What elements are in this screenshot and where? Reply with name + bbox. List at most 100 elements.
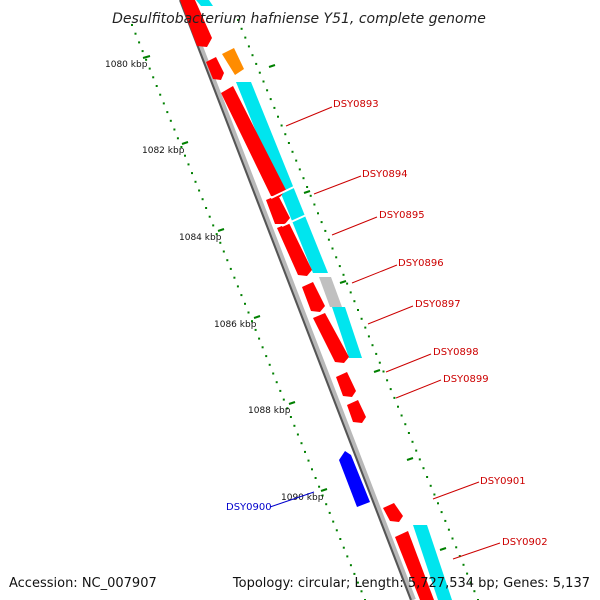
scale-dot — [247, 45, 250, 48]
gene-label[interactable]: DSY0896 — [398, 258, 444, 269]
gene-arrow[interactable] — [277, 223, 312, 276]
scale-dot — [134, 32, 137, 35]
gene-arrow[interactable] — [395, 531, 434, 600]
scale-dot — [302, 177, 305, 180]
scale-dot — [293, 424, 296, 427]
label-leader — [285, 106, 333, 127]
scale-dot — [342, 546, 345, 549]
scale-dot — [148, 67, 151, 70]
scale-dot — [296, 433, 299, 436]
cds-block[interactable] — [236, 82, 328, 273]
scale-dot — [349, 291, 352, 294]
label-leader — [351, 264, 398, 284]
scale-dot — [342, 273, 345, 276]
scale-dot — [364, 326, 367, 329]
cds-block[interactable] — [413, 525, 452, 600]
kbp-tick — [217, 228, 225, 232]
gene-label[interactable]: DSY0902 — [502, 537, 548, 548]
scale-dot — [244, 302, 246, 305]
scale-dot — [258, 337, 261, 340]
scale-dot — [426, 476, 429, 478]
track-gaps — [270, 183, 314, 227]
kbp-tick — [288, 401, 296, 405]
scale-dot — [275, 381, 278, 384]
scale-dot — [212, 224, 215, 227]
gene-label[interactable]: DSY0900 — [226, 502, 272, 513]
scale-dot — [237, 19, 239, 21]
scale-dot — [433, 493, 436, 496]
gene-label[interactable]: DSY0901 — [480, 476, 526, 487]
scale-dot — [389, 388, 392, 391]
label-leader — [395, 379, 442, 399]
gene-label[interactable]: DSY0895 — [379, 210, 425, 221]
scale-dot — [284, 133, 287, 136]
scale-dot — [236, 285, 239, 288]
kbp-scale: 1080 kbp 1082 kbp 1084 kbp 1086 kbp 1088… — [105, 55, 328, 503]
kbp-tick — [181, 141, 189, 145]
cds-block[interactable] — [319, 277, 342, 307]
scale-dot — [219, 241, 222, 244]
scale-dot — [289, 416, 292, 418]
scale-dot — [356, 581, 359, 584]
scale-dot — [173, 128, 176, 131]
gene-label[interactable]: DSY0897 — [415, 299, 461, 310]
label-leader — [452, 542, 501, 560]
gene-arrow[interactable] — [336, 372, 356, 397]
scale-dot — [180, 146, 183, 148]
scale-dot — [277, 115, 279, 118]
gene-label[interactable]: DSY0894 — [362, 169, 408, 180]
gene-arrow[interactable] — [206, 57, 224, 80]
gene-arrow[interactable] — [383, 503, 403, 522]
scale-dot — [360, 317, 363, 320]
scale-dot — [469, 581, 472, 584]
gene-arrow[interactable] — [313, 313, 349, 363]
gene-label[interactable]: DSY0899 — [443, 374, 489, 385]
scale-dot — [215, 233, 218, 236]
gene-arrow[interactable] — [221, 86, 286, 197]
scale-dot — [418, 458, 421, 461]
label-leader — [313, 175, 362, 195]
gene-arrow[interactable] — [347, 400, 366, 423]
gene-label[interactable]: DSY0898 — [433, 347, 479, 358]
scale-dots-right — [237, 19, 479, 600]
scale-dot — [254, 328, 257, 331]
kbp-tick — [142, 55, 151, 59]
cds-track — [196, 0, 452, 600]
scale-dot — [331, 247, 334, 250]
kbp-tick — [320, 488, 328, 492]
scale-dot — [462, 563, 465, 566]
gene-arrow[interactable] — [266, 195, 290, 224]
gene-arrow[interactable] — [302, 282, 325, 312]
label-leader — [432, 481, 480, 500]
scale-dot — [393, 396, 396, 399]
scale-dot — [455, 546, 458, 549]
gene-arrow[interactable] — [180, 0, 212, 47]
scale-dot — [244, 36, 247, 39]
scale-dot — [325, 503, 328, 506]
scale-dot — [422, 467, 425, 470]
scale-dot — [222, 250, 225, 253]
label-leader — [385, 353, 432, 373]
scale-dot — [317, 212, 319, 215]
scale-dot — [346, 555, 349, 558]
scale-dot — [386, 379, 389, 382]
scale-dot — [258, 71, 261, 74]
scale-dot — [291, 150, 294, 153]
scale-dot — [353, 300, 356, 303]
scale-dot — [272, 372, 275, 375]
scale-dot — [332, 520, 335, 523]
other-feature[interactable] — [222, 48, 244, 75]
scale-dot — [444, 519, 447, 522]
scale-dot — [309, 194, 312, 197]
cds-block[interactable] — [332, 307, 362, 358]
scale-dot — [194, 180, 197, 183]
scale-dot — [208, 215, 211, 218]
forward-genes — [180, 0, 434, 600]
scale-dot — [440, 511, 443, 514]
scale-dot — [162, 102, 165, 105]
cds-block[interactable] — [196, 0, 213, 6]
reverse-gene-arrow[interactable] — [339, 451, 370, 507]
gene-label[interactable]: DSY0893 — [333, 99, 379, 110]
scale-dot — [400, 414, 403, 417]
gene-labels-forward: DSY0893 DSY0894 DSY0895 DSY0896 DSY0897 … — [285, 99, 548, 560]
